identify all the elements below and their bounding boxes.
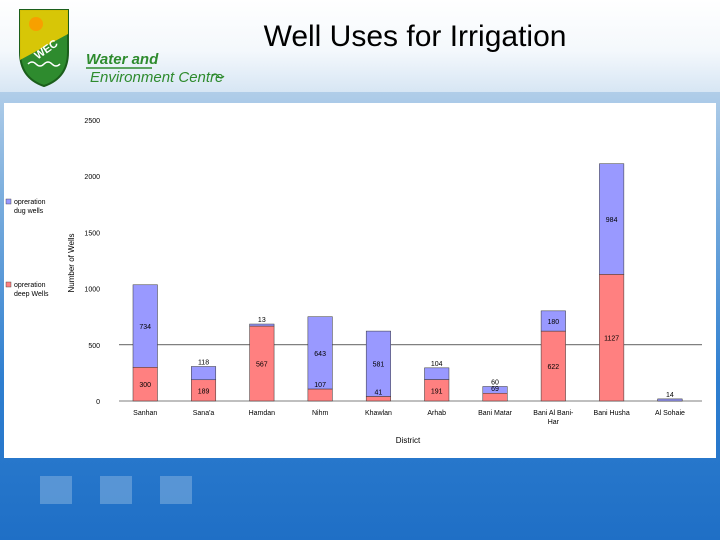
- bar-deep: [540, 330, 566, 402]
- logo-line-2: Environment Centre: [90, 69, 223, 86]
- legend-swatch: [5, 198, 12, 205]
- bar-deep: [307, 388, 333, 402]
- stacked-bar-chart: 0 500 1000 1500 2000 2500 300 734 Sanhan 189 118 S…: [5, 118, 702, 445]
- y-tick-label: 1000: [84, 287, 100, 294]
- legend-label-line: dug wells: [14, 208, 44, 215]
- data-label: 118: [198, 359, 209, 366]
- bar-dug: [191, 366, 217, 381]
- bar-deep: [482, 392, 508, 402]
- data-label: 180: [547, 319, 559, 326]
- legend-swatch: [5, 281, 12, 288]
- x-tick-label: Nihm: [312, 410, 329, 417]
- bar-dug: [424, 367, 450, 380]
- data-label: 13: [258, 317, 266, 324]
- bar-dug: [482, 386, 508, 394]
- x-tick-label: Bani Al Bani- Har: [533, 410, 574, 426]
- bar-dug: [540, 310, 566, 332]
- data-label: 567: [256, 362, 268, 369]
- x-tick-label: Arhab: [427, 410, 446, 417]
- y-axis-label: Number of Wells: [67, 234, 76, 293]
- data-label: 191: [431, 388, 443, 395]
- slide-title: Well Uses for Irrigation: [263, 20, 567, 53]
- bar-deep: [249, 325, 275, 402]
- x-tick-label: Bani Husha: [594, 410, 630, 417]
- decor-square: [160, 476, 192, 504]
- y-tick-label: 0: [96, 399, 100, 406]
- data-label: 107: [314, 382, 326, 389]
- legend-label: opreration dug wells: [14, 199, 46, 215]
- y-tick-label: 500: [88, 343, 100, 350]
- bar-dug: [599, 163, 625, 275]
- chart-panel: 0 500 1000 1500 2000 2500 300 734 Sanhan 189 118 S…: [4, 103, 716, 458]
- bar-dug: [307, 316, 333, 390]
- legend-label-line: opreration: [14, 282, 46, 289]
- data-label: 60: [491, 380, 499, 387]
- x-tick-label-line: Arhab: [427, 410, 446, 417]
- x-tick-label-line: Hamdan: [249, 410, 276, 417]
- data-label: 643: [314, 351, 326, 358]
- decor-square: [100, 476, 132, 504]
- x-tick-label: Sana'a: [193, 410, 215, 417]
- x-tick-label-line: Har: [548, 419, 560, 426]
- y-tick-label: 2000: [84, 174, 100, 181]
- data-label: 984: [606, 217, 618, 224]
- decor-square: [40, 476, 72, 504]
- data-label: 581: [373, 362, 385, 369]
- data-label: 14: [666, 392, 674, 399]
- data-label: 300: [139, 382, 151, 389]
- data-label: 189: [198, 388, 210, 395]
- data-label: 622: [547, 364, 559, 371]
- wec-logo: WEC Water and Environment Centre: [19, 9, 225, 88]
- bar-dug: [132, 284, 158, 368]
- x-tick-label: Al Sohaie: [655, 410, 685, 417]
- x-tick-label-line: Sana'a: [193, 410, 215, 417]
- x-tick-label-line: Sanhan: [133, 410, 157, 417]
- wave-icon: [211, 73, 225, 79]
- legend-label: opreration deep Wells: [14, 282, 49, 298]
- x-axis-label: District: [396, 436, 421, 445]
- bar-deep: [365, 396, 391, 402]
- bar-deep: [599, 274, 625, 402]
- bar-dug: [249, 323, 275, 327]
- x-tick-label-line: Nihm: [312, 410, 329, 417]
- bar-dug: [657, 398, 683, 402]
- x-tick-label-line: Khawlan: [365, 410, 392, 417]
- x-tick-label-line: Bani Husha: [594, 410, 630, 417]
- x-tick-label-line: Bani Al Bani-: [533, 410, 574, 417]
- sun-icon: [29, 17, 43, 31]
- x-tick-label: Sanhan: [133, 410, 157, 417]
- data-label: 104: [431, 361, 443, 368]
- bar-deep: [132, 367, 158, 402]
- bar-dug: [365, 330, 391, 397]
- data-label: 69: [491, 386, 499, 393]
- data-label: 1127: [604, 336, 619, 343]
- legend-label-line: deep Wells: [14, 291, 49, 298]
- x-tick-label: Bani Matar: [478, 410, 513, 417]
- x-tick-label: Khawlan: [365, 410, 392, 417]
- x-tick-label: Hamdan: [249, 410, 276, 417]
- data-label: 41: [375, 389, 383, 396]
- y-tick-label: 1500: [84, 230, 100, 237]
- y-tick-label: 2500: [84, 118, 100, 125]
- logo-line-1: Water and: [86, 51, 159, 68]
- legend-label-line: opreration: [14, 199, 46, 206]
- x-tick-label-line: Al Sohaie: [655, 410, 685, 417]
- slide-header: WEC Water and Environment Centre Well Us…: [0, 0, 720, 92]
- x-tick-label-line: Bani Matar: [478, 410, 513, 417]
- data-label: 734: [139, 324, 151, 331]
